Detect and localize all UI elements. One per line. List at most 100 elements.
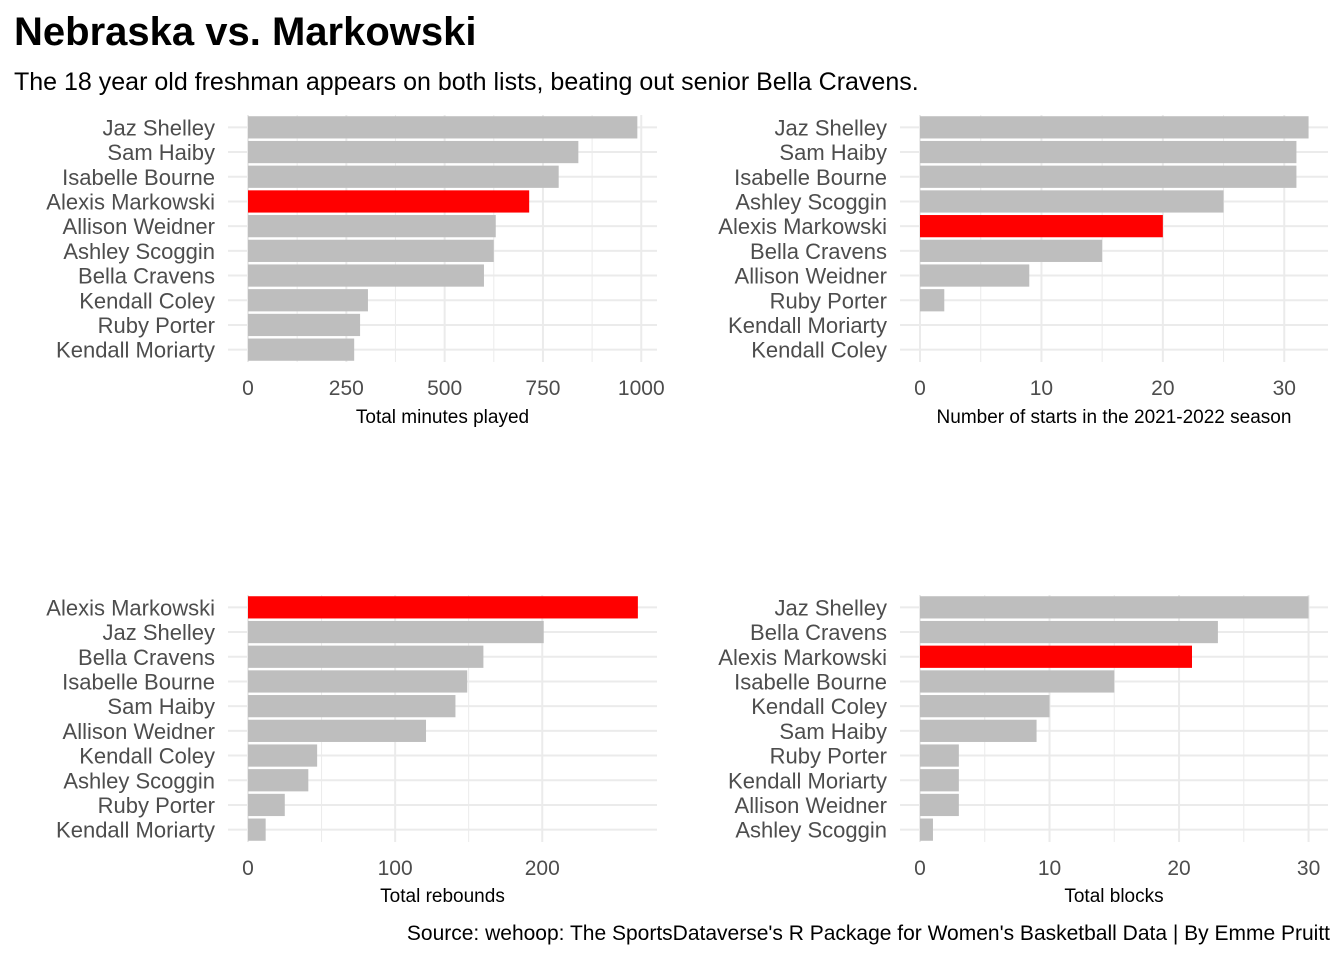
bar <box>920 818 933 841</box>
x-tick-label: 10 <box>1038 857 1061 880</box>
category-label: Kendall Coley <box>79 288 215 313</box>
x-tick-label: 200 <box>525 857 560 880</box>
x-tick-label: 30 <box>1297 857 1320 880</box>
category-label: Alexis Markowski <box>718 214 887 239</box>
bar <box>248 719 427 742</box>
x-axis-title: Total rebounds <box>380 886 505 907</box>
category-label: Kendall Moriarty <box>56 338 215 363</box>
x-tick-label: 250 <box>329 377 364 400</box>
category-label: Kendall Coley <box>751 694 887 719</box>
x-tick-label: 0 <box>914 857 926 880</box>
x-tick-label: 0 <box>242 857 254 880</box>
bar <box>248 818 266 841</box>
bar <box>248 190 530 213</box>
bar <box>920 289 945 312</box>
bar <box>920 239 1103 262</box>
bar <box>248 645 484 668</box>
category-label: Kendall Moriarty <box>728 768 887 793</box>
bar <box>920 116 1309 139</box>
x-tick-label: 30 <box>1273 377 1296 400</box>
category-label: Ruby Porter <box>770 744 887 769</box>
bar <box>248 769 309 792</box>
category-label: Sam Haiby <box>779 719 887 744</box>
bar <box>248 793 285 817</box>
bar <box>920 744 959 767</box>
category-label: Allison Weidner <box>63 214 215 239</box>
x-tick-label: 100 <box>378 857 413 880</box>
bar <box>920 264 1030 287</box>
category-label: Kendall Moriarty <box>56 818 215 843</box>
x-axis-title: Total blocks <box>1064 886 1163 907</box>
category-label: Sam Haiby <box>779 140 887 165</box>
category-label: Sam Haiby <box>107 694 215 719</box>
x-tick-label: 500 <box>427 377 462 400</box>
category-label: Ruby Porter <box>98 793 215 818</box>
category-label: Bella Cravens <box>750 620 887 645</box>
x-tick-label: 20 <box>1151 377 1174 400</box>
category-label: Ashley Scoggin <box>63 768 215 793</box>
bar <box>248 313 361 337</box>
category-label: Isabelle Bourne <box>734 165 887 190</box>
x-tick-label: 10 <box>1030 377 1053 400</box>
x-tick-label: 0 <box>242 377 254 400</box>
category-label: Jaz Shelley <box>102 620 215 645</box>
x-tick-label: 0 <box>914 377 926 400</box>
category-label: Jaz Shelley <box>102 115 215 140</box>
category-label: Isabelle Bourne <box>734 669 887 694</box>
category-label: Alexis Markowski <box>718 645 887 670</box>
bar <box>248 338 355 361</box>
bar <box>920 695 1050 718</box>
page-title: Nebraska vs. Markowski <box>14 10 477 54</box>
category-label: Alexis Markowski <box>46 189 215 214</box>
bar <box>248 165 559 188</box>
bar <box>248 596 638 619</box>
bar <box>248 744 318 767</box>
bar <box>248 116 638 139</box>
category-label: Kendall Coley <box>751 338 887 363</box>
category-label: Kendall Coley <box>79 744 215 769</box>
bar <box>920 719 1037 742</box>
category-label: Allison Weidner <box>735 793 887 818</box>
source-caption: Source: wehoop: The SportsDataverse's R … <box>406 922 1330 945</box>
bar <box>920 645 1192 668</box>
category-label: Jaz Shelley <box>774 115 887 140</box>
category-label: Sam Haiby <box>107 140 215 165</box>
bar <box>248 695 456 718</box>
category-label: Ruby Porter <box>770 288 887 313</box>
category-label: Ashley Scoggin <box>735 189 887 214</box>
category-label: Ruby Porter <box>98 313 215 338</box>
x-tick-label: 750 <box>525 377 560 400</box>
bar <box>920 793 959 817</box>
category-label: Jaz Shelley <box>774 595 887 620</box>
category-label: Kendall Moriarty <box>728 313 887 338</box>
bar <box>920 596 1309 619</box>
bar <box>248 289 368 312</box>
bar <box>920 165 1297 188</box>
category-label: Bella Cravens <box>78 264 215 289</box>
bar <box>248 264 484 287</box>
category-label: Bella Cravens <box>750 239 887 264</box>
bar <box>920 670 1115 693</box>
bar <box>920 620 1218 644</box>
bar <box>920 215 1163 238</box>
page-subtitle: The 18 year old freshman appears on both… <box>14 68 919 96</box>
bar <box>248 670 468 693</box>
x-tick-label: 20 <box>1167 857 1190 880</box>
x-axis-title: Total minutes played <box>356 407 529 428</box>
bar <box>920 190 1224 213</box>
bar <box>248 620 544 644</box>
category-label: Alexis Markowski <box>46 595 215 620</box>
bar <box>920 140 1297 164</box>
x-tick-label: 1000 <box>618 377 665 400</box>
bar <box>248 215 496 238</box>
x-axis-title: Number of starts in the 2021-2022 season <box>937 407 1292 428</box>
category-label: Ashley Scoggin <box>63 239 215 264</box>
category-label: Isabelle Bourne <box>62 165 215 190</box>
category-label: Isabelle Bourne <box>62 669 215 694</box>
bar <box>248 239 494 262</box>
category-label: Allison Weidner <box>63 719 215 744</box>
